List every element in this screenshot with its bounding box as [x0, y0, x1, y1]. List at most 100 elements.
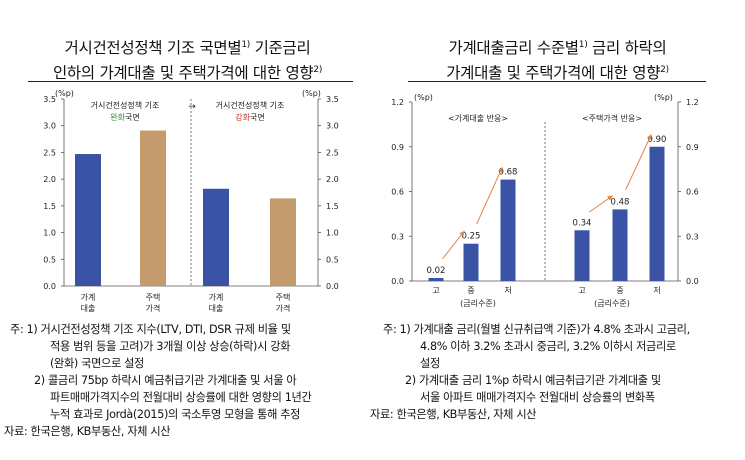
trend-arrow	[625, 134, 652, 190]
right-title-rule	[408, 81, 706, 82]
left-ytick-label-right: 2.0	[326, 175, 339, 184]
right-ytick-label: 0.9	[391, 143, 404, 152]
left-phase1-colored: 완화	[110, 113, 125, 122]
right-value-label: 0.48	[611, 197, 630, 207]
left-y-axis-right: 0.0 0.5 1.0 1.5 2.0 2.5 3.0 3.5	[318, 95, 339, 291]
left-ytick-label: 2.0	[43, 175, 56, 184]
trend-arrow	[476, 167, 503, 225]
left-ytick-label-right: 3.0	[326, 122, 339, 131]
right-ytick-label: 0.0	[391, 277, 404, 286]
right-note-1: 주: 1) 가계대출 금리(월별 신규취급액 기준)가 4.8% 초과시 고금리…	[383, 323, 690, 336]
right-group2-label: <주택가격 반응>	[582, 113, 642, 123]
right-note-4: 2) 가계대출 금리 1%p 하락시 예금취급기관 가계대출 및	[405, 374, 661, 387]
right-note-3: 설정	[420, 357, 440, 370]
left-ytick-label-right: 1.0	[326, 229, 339, 238]
left-unit-label: (%p)	[55, 89, 74, 98]
right-xtick-label: 고	[578, 286, 585, 295]
left-chart-title: 거시건전성정책 기조 국면별1) 기준금리 인하의 가계대출 및 주택가격에 대…	[52, 39, 323, 83]
left-phase1-sublabel: 완화국면	[110, 112, 139, 122]
right-unit-label: (%p)	[414, 93, 433, 102]
left-xtick-label: 가격	[276, 303, 291, 313]
left-ytick-label: 3.0	[43, 122, 56, 131]
trend-arrowhead	[646, 134, 652, 141]
right-ytick-label: 1.2	[391, 98, 404, 107]
right-bar	[612, 209, 628, 281]
left-xtick-label: 주택	[276, 292, 291, 302]
right-ytick-label: 0.3	[391, 232, 404, 241]
right-ytick-label-right: 1.2	[686, 98, 699, 107]
right-note-2: 4.8% 이하 3.2% 초과시 중금리, 3.2% 이하시 저금리로	[420, 340, 676, 353]
right-xtick-label: 저	[504, 286, 511, 295]
left-source: 자료: 한국은행, KB부동산, 자체 시산	[4, 425, 171, 438]
left-ytick-label: 2.5	[43, 148, 56, 157]
left-ytick-label: 0.0	[43, 282, 56, 291]
left-unit-label-right: (%p)	[302, 89, 321, 98]
right-unit-label-right: (%p)	[654, 93, 673, 102]
left-phase1-label: 거시건전성정책 기조	[91, 100, 160, 110]
left-phase2-colored: 강화	[235, 112, 250, 122]
left-xtick-label: 가계	[81, 292, 96, 302]
left-ytick-label: 0.5	[43, 255, 56, 264]
left-notes: 주: 1) 거시건전성정책 기조 지수(LTV, DTI, DSR 규제 비율 …	[0, 0, 372, 460]
right-xtick-label: 고	[432, 286, 439, 295]
right-bar	[428, 278, 444, 281]
right-ytick-label-right: 0.0	[686, 277, 699, 286]
left-ytick-label: 3.5	[43, 95, 56, 104]
trend-arrow	[442, 230, 465, 260]
right-value-label: 0.68	[499, 168, 518, 178]
right-bar	[463, 243, 479, 281]
left-note-1: 주: 1) 거시건전성정책 기조 지수(LTV, DTI, DSR 규제 비율 …	[10, 323, 291, 336]
left-ytick-label-right: 0.0	[326, 282, 339, 291]
left-y-axis: 0.0 0.5 1.0 1.5 2.0 2.5 3.0 3.5	[43, 95, 64, 291]
left-bar	[140, 130, 166, 286]
left-title-rule	[28, 81, 353, 82]
right-xtick-label: 저	[653, 286, 660, 295]
right-note-5: 서울 아파트 매매가격지수 전월대비 상승률의 변화폭	[420, 391, 655, 404]
left-bar	[203, 188, 229, 286]
right-chart-title: 가계대출금리 수준별1) 금리 하락의 가계대출 및 주택가격에 대한 영향2)	[446, 39, 669, 83]
left-ytick-label-right: 2.5	[326, 148, 339, 157]
right-bar	[649, 146, 665, 281]
left-phase-arrow: →	[188, 102, 196, 112]
trend-arrowhead	[459, 230, 465, 237]
left-chart: 0.0 0.5 1.0 1.5 2.0 2.5 3.0 3.5 0.0 0.5 1.0 1.5 2.0…	[43, 89, 339, 313]
left-ytick-label-right: 3.5	[326, 95, 339, 104]
right-value-label: 0.25	[462, 232, 481, 242]
left-ytick-label-right: 0.5	[326, 255, 339, 264]
left-bar	[270, 198, 296, 286]
left-x-labels: 가계대출 주택가격 가계대출 주택가격	[81, 292, 291, 313]
right-chart: (%p) (%p) <가계대출 반응> <주택가격 반응> (금리수준) (금리…	[391, 93, 699, 308]
left-xtick-label: 가격	[146, 303, 161, 313]
left-note-4: 2) 콜금리 75bp 하락시 예금취급기관 가계대출 및 서울 아	[34, 374, 297, 387]
right-bar	[500, 179, 516, 281]
left-ytick-label: 1.0	[43, 229, 56, 238]
left-xtick-label: 대출	[209, 303, 224, 313]
left-ytick-label: 1.5	[43, 202, 56, 211]
right-bars: 0.02 고 0.25 중 0.68 저 0.34 고 0.48 중 0.90 저	[427, 134, 667, 295]
right-xtick-label: 중	[467, 286, 474, 295]
right-ytick-label-right: 0.6	[686, 188, 699, 197]
left-phase2-sublabel: 강화국면	[235, 112, 264, 122]
trend-arrowhead	[607, 195, 613, 201]
left-bar	[75, 154, 101, 286]
right-source: 자료: 한국은행, KB부동산, 자체 시산	[370, 408, 537, 421]
right-group1-label: <가계대출 반응>	[448, 113, 508, 123]
left-xtick-label: 가계	[209, 292, 224, 302]
left-bars	[75, 130, 296, 286]
right-xgroup-label-2: (금리수준)	[594, 299, 630, 308]
left-note-5: 파트매매가격지수의 전월대비 상승률에 대한 영향의 1년간	[50, 391, 312, 404]
left-note-3: (완화) 국면으로 설정	[50, 357, 144, 370]
left-ytick-label-right: 1.5	[326, 202, 339, 211]
right-ytick-label-right: 0.3	[686, 232, 699, 241]
right-value-label: 0.90	[648, 135, 667, 145]
right-xgroup-label-1: (금리수준)	[460, 299, 496, 308]
right-xtick-label: 중	[616, 286, 623, 295]
left-phase2-label: 거시건전성정책 기조	[216, 100, 285, 110]
right-value-label: 0.34	[573, 218, 592, 228]
right-ytick-label-right: 0.9	[686, 143, 699, 152]
right-bar	[574, 230, 590, 281]
trend-arrowhead	[497, 167, 503, 173]
right-value-label: 0.02	[427, 266, 446, 276]
right-ytick-label: 0.6	[391, 188, 404, 197]
